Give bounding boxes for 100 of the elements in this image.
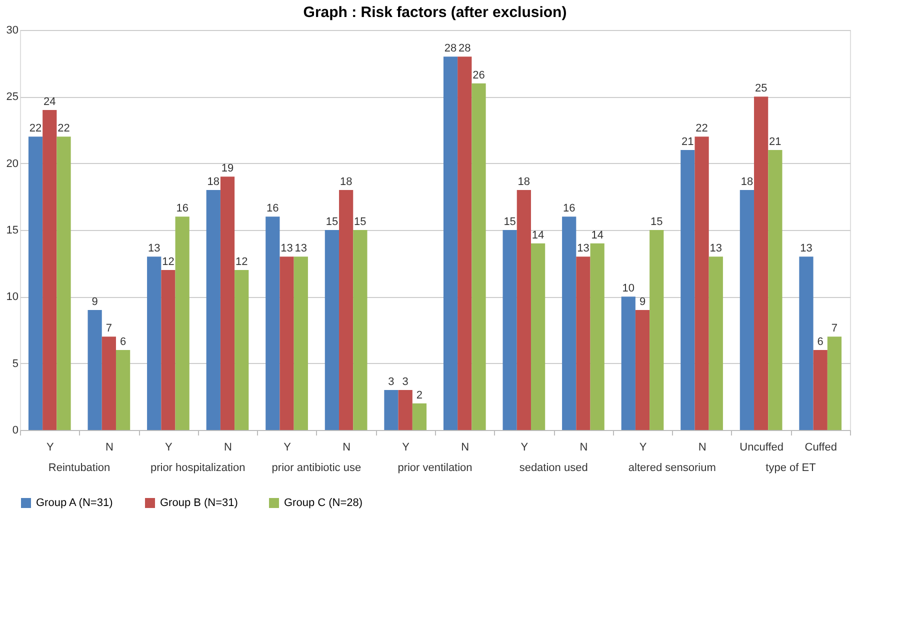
data-label: 3 xyxy=(388,376,394,388)
data-label: 22 xyxy=(696,122,708,135)
x-tick-label: Cuffed xyxy=(804,442,837,454)
data-label: 26 xyxy=(472,69,485,82)
text: prior antibiotic use xyxy=(272,462,362,474)
data-label: 14 xyxy=(591,229,604,242)
bar xyxy=(502,230,517,430)
data-label: 13 xyxy=(148,242,160,255)
text: altered sensorium xyxy=(628,462,716,474)
data-label: 15 xyxy=(326,216,338,228)
bar xyxy=(280,256,294,430)
y-tick-label: 0 xyxy=(12,424,18,436)
y-tick-label: 10 xyxy=(6,291,18,304)
x-tick-label: Y xyxy=(46,442,54,454)
x-tick-label: N xyxy=(580,442,588,454)
data-label: 18 xyxy=(518,176,530,188)
bar xyxy=(530,243,546,430)
data-label: 6 xyxy=(817,336,824,348)
data-label: 13 xyxy=(710,242,722,255)
x-tick-label: N xyxy=(224,442,232,454)
data-label: 7 xyxy=(106,322,112,335)
bar xyxy=(799,256,814,430)
bar xyxy=(412,403,427,430)
text: Reintubation xyxy=(48,462,110,474)
data-label: 13 xyxy=(800,242,812,255)
x-tick-label: Y xyxy=(639,442,648,454)
bar xyxy=(398,390,412,430)
data-label: 12 xyxy=(162,256,174,268)
data-label: 13 xyxy=(294,242,308,255)
x-tick-label: Uncuffed xyxy=(740,442,784,454)
x-tick-label: Y xyxy=(165,442,174,454)
bar xyxy=(339,190,354,430)
legend-label: Group A (N=31) xyxy=(36,497,113,509)
data-label: 22 xyxy=(29,122,42,135)
x-tick-label: Y xyxy=(284,442,292,454)
data-label: 16 xyxy=(266,202,279,215)
bar xyxy=(294,256,308,430)
bar xyxy=(458,56,472,430)
bar xyxy=(175,216,190,430)
data-label: 15 xyxy=(354,216,366,228)
bar xyxy=(650,230,664,430)
y-tick-label: 20 xyxy=(6,158,18,170)
data-label: 6 xyxy=(120,336,126,348)
bar xyxy=(443,56,458,430)
y-tick-label: 5 xyxy=(12,358,18,370)
x-tick-label: N xyxy=(342,442,351,454)
bar xyxy=(147,256,162,430)
bar xyxy=(472,83,486,430)
data-label: 16 xyxy=(562,202,576,215)
data-label: 25 xyxy=(754,82,768,95)
data-label: 7 xyxy=(831,322,838,335)
y-tick-label: 15 xyxy=(6,224,18,236)
bar xyxy=(754,96,768,430)
data-label: 21 xyxy=(682,136,694,148)
bar xyxy=(576,256,590,430)
bar xyxy=(562,216,576,430)
data-label: 16 xyxy=(176,202,188,215)
legend-label: Group B (N=31) xyxy=(160,497,238,509)
bar xyxy=(88,310,102,430)
data-label: 24 xyxy=(44,96,56,108)
bar xyxy=(353,230,368,430)
y-tick-label: 25 xyxy=(6,91,18,104)
bar xyxy=(56,136,71,430)
bar xyxy=(621,296,636,430)
x-tick-label: Y xyxy=(402,442,410,454)
bar xyxy=(220,176,235,430)
data-label: 21 xyxy=(769,136,782,148)
bar xyxy=(635,310,650,430)
chart-title: Graph : Risk factors (after exclusion) xyxy=(303,4,567,21)
legend-label: Group C (N=28) xyxy=(284,497,363,509)
bar xyxy=(813,350,828,430)
x-tick-label: Y xyxy=(520,442,529,454)
data-label: 18 xyxy=(740,176,754,188)
text: prior hospitalization xyxy=(150,462,246,474)
data-label: 14 xyxy=(532,229,544,242)
text: prior ventilation xyxy=(398,462,472,474)
text: sedation used xyxy=(519,462,588,474)
bar xyxy=(266,216,280,430)
data-label: 12 xyxy=(235,256,248,268)
data-label: 3 xyxy=(402,376,408,388)
bar xyxy=(680,150,695,430)
data-label: 28 xyxy=(458,42,471,55)
bar xyxy=(768,150,782,430)
bar xyxy=(102,336,116,430)
bar xyxy=(516,190,531,430)
data-label: 15 xyxy=(504,216,516,228)
data-label: 18 xyxy=(340,176,352,188)
data-label: 2 xyxy=(416,389,423,402)
bar xyxy=(234,270,249,430)
y-tick-label: 30 xyxy=(6,24,18,36)
bar xyxy=(206,190,220,430)
data-label: 22 xyxy=(58,122,70,135)
bar xyxy=(384,390,398,430)
data-label: 18 xyxy=(207,176,220,188)
text: type of ET xyxy=(766,462,816,474)
data-label: 13 xyxy=(577,242,590,255)
bar xyxy=(116,350,130,430)
data-label: 9 xyxy=(92,296,98,308)
bar xyxy=(694,136,709,430)
bar xyxy=(590,243,604,430)
